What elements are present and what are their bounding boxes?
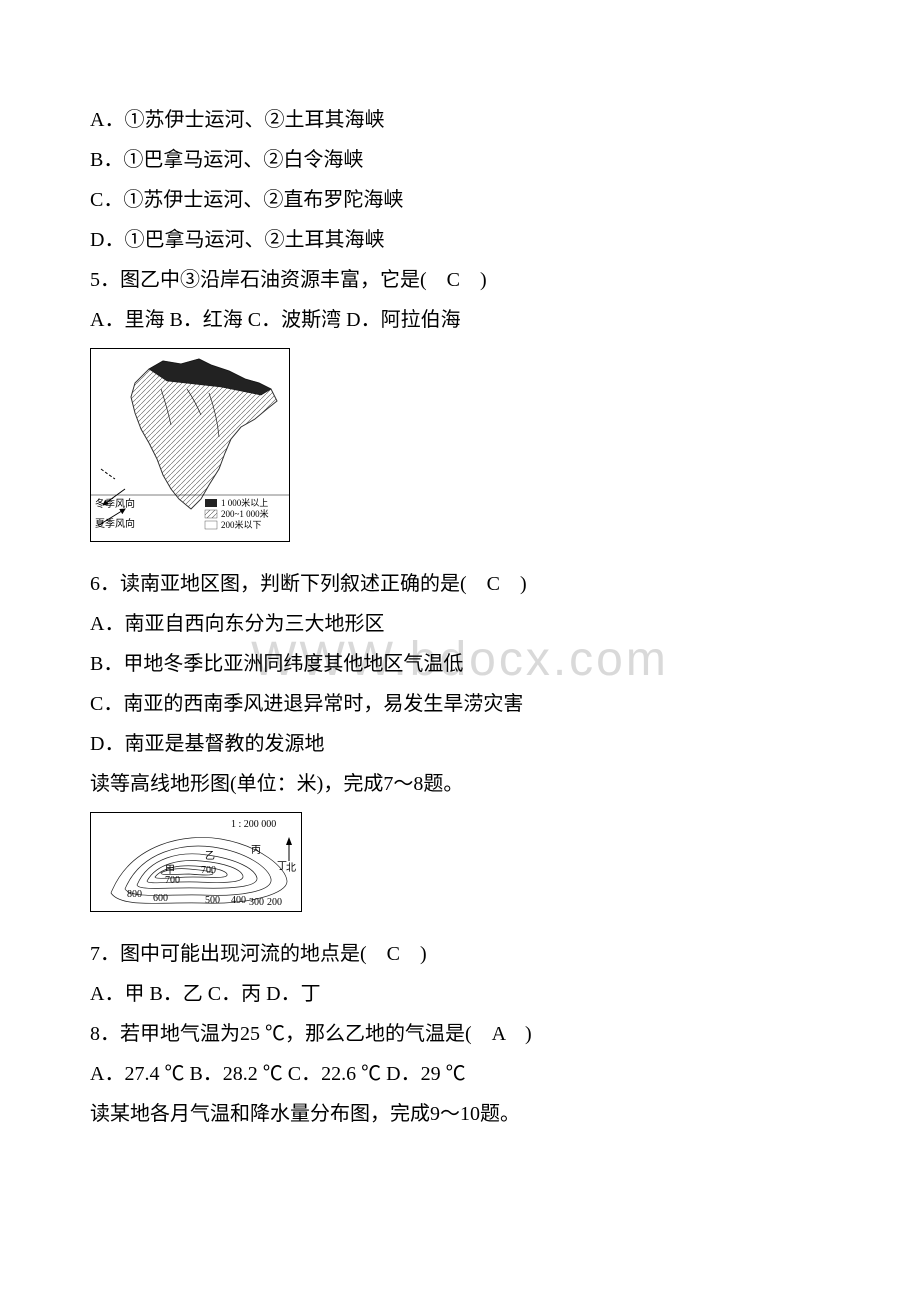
q8-stem: 8．若甲地气温为25 ℃，那么乙地的气温是( A ) [90, 1014, 830, 1054]
legend-swatch-1 [205, 499, 217, 507]
q6-opt-b: B．甲地冬季比亚洲同纬度其他地区气温低 [90, 644, 830, 684]
q8-options: A．27.4 ℃ B．28.2 ℃ C．22.6 ℃ D．29 ℃ [90, 1054, 830, 1094]
contour-scale: 1 : 200 000 [231, 819, 276, 830]
legend-swatch-3 [205, 521, 217, 529]
q4-opt-b: B．①巴拿马运河、②白令海峡 [90, 140, 830, 180]
contour-map-svg: 1 : 200 000 800 700 700 600 500 400 300 … [91, 813, 302, 912]
lbl-300: 300 [249, 897, 264, 908]
marker-jia: 甲 [165, 865, 175, 876]
lbl-600: 600 [153, 893, 168, 904]
q6-opt-d: D．南亚是基督教的发源地 [90, 724, 830, 764]
q7-stem: 7．图中可能出现河流的地点是( C ) [90, 934, 830, 974]
p9-intro: 读某地各月气温和降水量分布图，完成9～10题。 [90, 1094, 830, 1134]
q5-options: A．里海 B．红海 C．波斯湾 D．阿拉伯海 [90, 300, 830, 340]
lbl-500: 500 [205, 895, 220, 906]
lbl-800: 800 [127, 889, 142, 900]
q6-stem: 6．读南亚地区图，判断下列叙述正确的是( C ) [90, 564, 830, 604]
legend-text-1: 1 000米以上 [221, 497, 268, 508]
south-asia-map-svg: 冬季风向 夏季风向 1 000米以上 200~1 000米 200米以下 [91, 349, 290, 542]
figure-contour-map: 1 : 200 000 800 700 700 600 500 400 300 … [90, 812, 302, 912]
q4-opt-a: A．①苏伊士运河、②土耳其海峡 [90, 100, 830, 140]
p7-intro: 读等高线地形图(单位：米)，完成7～8题。 [90, 764, 830, 804]
lbl-700a: 700 [165, 875, 180, 886]
q7-options: A．甲 B．乙 C．丙 D．丁 [90, 974, 830, 1014]
lbl-700b: 700 [201, 865, 216, 876]
label-summer-wind: 夏季风向 [95, 517, 135, 530]
legend-text-3: 200米以下 [221, 519, 262, 530]
label-winter-wind: 冬季风向 [95, 497, 135, 510]
lbl-200: 200 [267, 897, 282, 908]
figure-south-asia-map: 冬季风向 夏季风向 1 000米以上 200~1 000米 200米以下 [90, 348, 290, 542]
q6-opt-a: A．南亚自西向东分为三大地形区 [90, 604, 830, 644]
q6-opt-c: C．南亚的西南季风进退异常时，易发生旱涝灾害 [90, 684, 830, 724]
svg-text:北: 北 [286, 862, 296, 874]
marker-yi: 乙 [205, 850, 215, 862]
marker-bing: 丙 [251, 845, 261, 856]
q4-opt-d: D．①巴拿马运河、②土耳其海峡 [90, 220, 830, 260]
legend-swatch-2 [205, 510, 217, 518]
map-tropic-line [101, 469, 115, 479]
q5-stem: 5．图乙中③沿岸石油资源丰富，它是( C ) [90, 260, 830, 300]
lbl-400: 400 [231, 895, 246, 906]
north-arrow-icon: 北 [286, 837, 296, 874]
q4-opt-c: C．①苏伊士运河、②直布罗陀海峡 [90, 180, 830, 220]
legend-text-2: 200~1 000米 [221, 508, 269, 519]
document-content: A．①苏伊士运河、②土耳其海峡 B．①巴拿马运河、②白令海峡 C．①苏伊士运河、… [90, 100, 830, 1134]
